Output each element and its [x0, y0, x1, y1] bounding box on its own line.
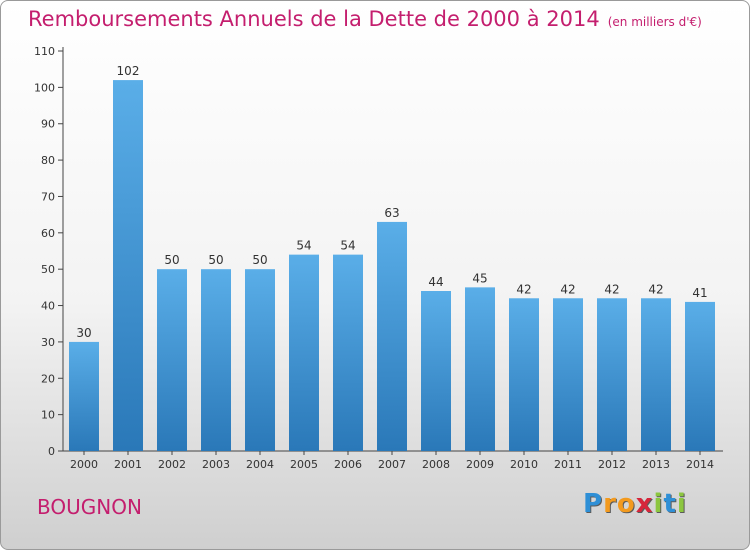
logo-letter: t	[663, 489, 677, 519]
bar-value-label: 50	[208, 253, 223, 267]
y-tick-label: 80	[41, 154, 55, 167]
y-tick-label: 40	[41, 300, 55, 313]
chart-title: Remboursements Annuels de la Dette de 20…	[28, 7, 702, 31]
logo-letter: i	[676, 489, 687, 519]
y-tick-label: 90	[41, 118, 55, 131]
proxiti-logo: Proxiti	[583, 489, 687, 519]
x-tick-label: 2010	[510, 458, 538, 471]
x-tick-label: 2008	[422, 458, 450, 471]
bar	[113, 80, 143, 451]
town-name: BOUGNON	[37, 495, 142, 519]
x-tick-label: 2014	[686, 458, 714, 471]
bar	[333, 254, 363, 451]
bar	[157, 269, 187, 451]
x-tick-label: 2002	[158, 458, 186, 471]
y-tick-label: 10	[41, 409, 55, 422]
bar	[509, 298, 539, 451]
bar-value-label: 102	[117, 64, 140, 78]
bar-value-label: 50	[252, 253, 267, 267]
x-tick-label: 2013	[642, 458, 670, 471]
x-tick-label: 2000	[70, 458, 98, 471]
logo-letter: x	[635, 489, 654, 519]
bar	[201, 269, 231, 451]
bar-value-label: 45	[472, 271, 487, 285]
bar	[245, 269, 275, 451]
y-tick-label: 30	[41, 336, 55, 349]
bar-value-label: 50	[164, 253, 179, 267]
bar-value-label: 42	[516, 282, 531, 296]
y-tick-label: 70	[41, 190, 55, 203]
y-tick-label: 100	[34, 81, 55, 94]
bar	[641, 298, 671, 451]
y-tick-label: 50	[41, 263, 55, 276]
x-tick-label: 2011	[554, 458, 582, 471]
bar-value-label: 44	[428, 275, 443, 289]
chart-title-main: Remboursements Annuels de la Dette de 20…	[28, 7, 600, 31]
bar-value-label: 41	[692, 286, 707, 300]
bar	[377, 221, 407, 451]
x-tick-label: 2007	[378, 458, 406, 471]
logo-letter: r	[603, 489, 617, 519]
bar-value-label: 42	[604, 282, 619, 296]
bar-value-label: 54	[340, 239, 355, 253]
bar-value-label: 42	[560, 282, 575, 296]
logo-letter: i	[653, 489, 664, 519]
bar-value-label: 30	[76, 326, 91, 340]
bar-value-label: 63	[384, 206, 399, 220]
bar	[421, 291, 451, 451]
y-tick-label: 0	[48, 445, 55, 458]
bar	[553, 298, 583, 451]
x-tick-label: 2003	[202, 458, 230, 471]
y-tick-label: 60	[41, 227, 55, 240]
bar	[465, 287, 495, 451]
bar	[69, 341, 99, 451]
bar	[597, 298, 627, 451]
x-tick-label: 2009	[466, 458, 494, 471]
x-tick-label: 2005	[290, 458, 318, 471]
chart-title-unit: (en milliers d'€)	[607, 15, 702, 29]
bar	[685, 301, 715, 451]
bar-value-label: 54	[296, 239, 311, 253]
y-tick-label: 110	[34, 45, 55, 58]
x-tick-label: 2001	[114, 458, 142, 471]
bar	[289, 254, 319, 451]
x-tick-label: 2012	[598, 458, 626, 471]
logo-letter: P	[583, 489, 604, 519]
logo-letter: o	[616, 489, 636, 519]
x-tick-label: 2006	[334, 458, 362, 471]
bar-value-label: 42	[648, 282, 663, 296]
y-tick-label: 20	[41, 372, 55, 385]
x-tick-label: 2004	[246, 458, 274, 471]
